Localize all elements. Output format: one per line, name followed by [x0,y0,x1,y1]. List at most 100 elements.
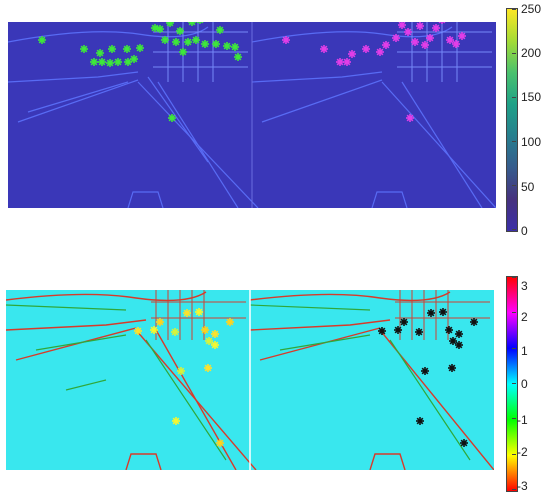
keypoint-marker [427,309,435,317]
orientation-colorbar [506,276,518,492]
keypoint-marker [394,326,402,334]
top-tick-label: 250 [521,2,542,16]
keypoint-marker [343,58,351,66]
keypoint-marker [176,27,184,35]
keypoint-marker [201,40,209,48]
colorbar-tick [512,383,516,384]
keypoint-marker [38,36,46,44]
keypoint-marker [445,326,453,334]
top-tick-label: 0 [521,224,528,238]
keypoint-marker [188,22,196,26]
keypoint-marker [134,327,142,335]
keypoint-marker [106,59,114,67]
keypoint-marker [216,26,224,34]
keypoint-marker [336,58,344,66]
colorbar-tick [512,141,516,142]
keypoint-marker [156,25,164,33]
keypoint-marker [411,38,419,46]
bottom-tick-label: -3 [517,479,528,493]
keypoint-marker [362,45,370,53]
keypoint-marker [448,364,456,372]
keypoint-marker [211,330,219,338]
colorbar-tick [512,9,516,10]
keypoint-marker [80,45,88,53]
keypoint-marker [398,22,406,29]
keypoint-marker [449,337,457,345]
colorbar-tick [512,53,516,54]
keypoint-marker [382,41,390,49]
orientation-edges [6,290,494,470]
keypoint-marker [90,58,98,66]
keypoint-marker [161,36,169,44]
keypoint-marker [151,24,159,32]
keypoint-marker [177,367,185,375]
keypoint-marker [201,326,209,334]
keypoint-marker [282,36,290,44]
keypoint-marker [150,326,158,334]
top-tick-label: 150 [521,90,542,104]
intensity-edges [8,22,496,208]
feature-map-orientation [6,290,494,470]
colorbar-tick [512,489,516,490]
keypoint-marker [166,22,174,27]
keypoint-marker [455,341,463,349]
bottom-tick-label: -2 [517,445,528,459]
top-tick-label: 100 [521,135,542,149]
keypoint-marker [98,58,106,66]
keypoint-marker [211,341,219,349]
keypoint-marker [421,367,429,375]
keypoint-marker [130,55,138,63]
colorbar-tick [512,97,516,98]
keypoint-marker [172,38,180,46]
keypoint-marker [439,308,447,316]
keypoint-marker [156,318,164,326]
keypoint-marker [392,34,400,42]
keypoint-marker [223,42,231,50]
keypoint-marker [378,327,386,335]
colorbar-tick [512,185,516,186]
keypoint-marker [455,330,463,338]
keypoint-marker [205,337,213,345]
keypoint-marker [446,36,454,44]
keypoint-marker [184,38,192,46]
keypoint-marker [183,309,191,317]
keypoint-marker [406,114,414,122]
feature-map-intensity [8,22,496,208]
keypoint-marker [416,417,424,425]
keypoint-marker [400,318,408,326]
keypoint-marker [124,58,132,66]
keypoint-marker [196,22,204,24]
keypoint-marker [404,28,412,36]
bottom-tick-label: 1 [521,344,528,358]
keypoint-marker [376,48,384,56]
keypoint-marker [438,22,446,24]
keypoint-marker [234,53,242,61]
top-tick-label: 50 [521,180,535,194]
keypoint-marker [348,50,356,58]
keypoint-marker [452,40,460,48]
keypoint-marker [231,43,239,51]
keypoint-marker [432,24,440,32]
colorbar-tick [512,347,516,349]
keypoint-marker [195,308,203,316]
top-tick-label: 200 [521,46,542,60]
keypoint-marker [123,45,131,53]
keypoint-marker [470,318,478,326]
keypoint-marker [204,364,212,372]
keypoint-marker [168,114,176,122]
keypoint-marker [96,49,104,57]
keypoint-marker [320,45,328,53]
keypoint-marker [171,328,179,336]
keypoint-marker [415,328,423,336]
colorbar-tick [512,312,516,314]
keypoint-marker [172,417,180,425]
keypoint-marker [212,40,220,48]
keypoint-marker [216,439,224,447]
keypoint-marker [192,36,200,44]
keypoint-marker [114,58,122,66]
keypoint-marker [136,44,144,52]
bottom-tick-label: 3 [521,279,528,293]
bottom-tick-label: -1 [517,413,528,427]
colorbar-tick [512,277,516,278]
keypoint-marker [108,45,116,53]
